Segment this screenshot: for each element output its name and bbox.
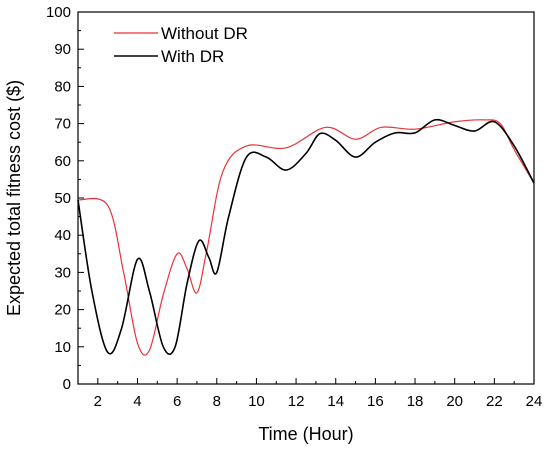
- x-tick-label: 14: [327, 393, 344, 410]
- y-tick-label: 50: [54, 190, 71, 207]
- y-tick-label: 100: [46, 4, 71, 21]
- y-axis: 0 10 20 30 40 50 60 70 80 90 100: [46, 4, 84, 393]
- y-tick-label: 90: [54, 41, 71, 58]
- y-tick-label: 60: [54, 153, 71, 170]
- y-tick-label: 0: [63, 376, 71, 393]
- y-tick-label: 40: [54, 227, 71, 244]
- legend-label-without-dr: Without DR: [161, 24, 248, 43]
- x-tick-label: 10: [248, 393, 265, 410]
- x-axis-title: Time (Hour): [258, 424, 353, 444]
- y-axis-title: Expected total fitness cost ($): [4, 80, 24, 316]
- y-tick-label: 10: [54, 339, 71, 356]
- x-axis: 2 4 6 8 10 12 14 16 18 20 22 24: [94, 378, 543, 410]
- y-tick-label: 80: [54, 78, 71, 95]
- x-tick-label: 4: [133, 393, 141, 410]
- legend-label-with-dr: With DR: [161, 47, 224, 66]
- y-tick-label: 20: [54, 302, 71, 319]
- x-tick-label: 12: [288, 393, 305, 410]
- x-tick-label: 8: [213, 393, 221, 410]
- x-tick-label: 6: [173, 393, 181, 410]
- plot-frame: [77, 11, 535, 385]
- series-layer: [77, 118, 535, 356]
- x-tick-label: 24: [526, 393, 543, 410]
- x-tick-label: 22: [486, 393, 503, 410]
- y-tick-label: 70: [54, 116, 71, 133]
- y-tick-label: 30: [54, 264, 71, 281]
- series-line-with-dr: [77, 118, 535, 356]
- x-tick-label: 2: [94, 393, 102, 410]
- x-tick-label: 16: [367, 393, 384, 410]
- legend: Without DR With DR: [114, 24, 248, 66]
- series-line-without-dr: [77, 119, 535, 356]
- x-tick-label: 20: [446, 393, 463, 410]
- x-tick-label: 18: [407, 393, 424, 410]
